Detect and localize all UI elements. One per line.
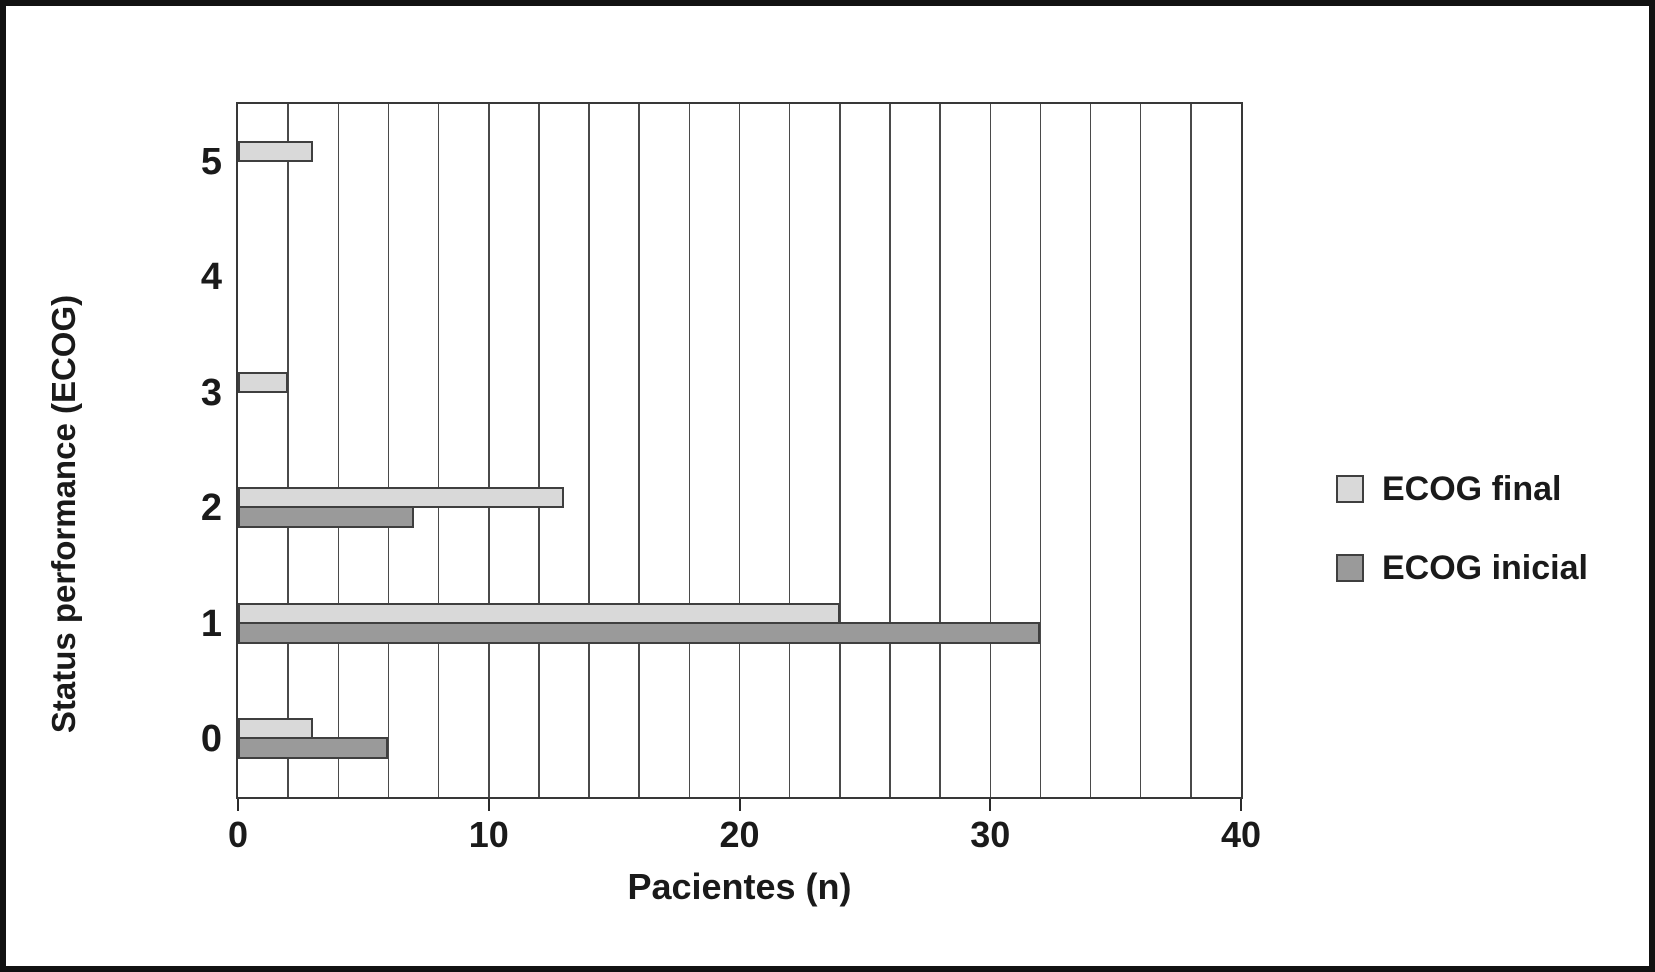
x-tick-30 <box>989 799 992 811</box>
legend-item-ecog-inicial: ECOG inicial <box>1336 545 1588 591</box>
gridline <box>488 104 490 797</box>
x-axis-title: Pacientes (n) <box>627 866 852 907</box>
gridline <box>538 104 540 797</box>
bar-ecog-final-cat2 <box>238 487 564 509</box>
y-tick-label-0: 0 <box>200 718 222 761</box>
bar-ecog-inicial-cat1 <box>238 621 1041 644</box>
gridline <box>989 104 991 797</box>
x-tick-label-0: 0 <box>227 814 249 855</box>
x-tick-label-30: 30 <box>970 814 1011 855</box>
gridline <box>1190 104 1192 797</box>
x-tick-40 <box>1240 799 1242 811</box>
bar-ecog-final-cat1 <box>238 602 840 624</box>
y-tick-label-3: 3 <box>200 371 222 414</box>
x-tick-label-10: 10 <box>468 814 509 855</box>
gridline <box>437 104 440 797</box>
plot-area <box>236 102 1243 799</box>
x-tick-10 <box>487 799 490 811</box>
y-tick-label-4: 4 <box>200 256 222 299</box>
bar-ecog-final-cat0 <box>238 718 314 740</box>
legend-swatch-ecog-inicial <box>1336 554 1364 582</box>
gridline <box>788 104 791 797</box>
x-tick-label-40: 40 <box>1220 814 1262 855</box>
y-tick-label-2: 2 <box>200 487 222 530</box>
legend-label-ecog-final: ECOG final <box>1382 469 1562 508</box>
gridline <box>839 104 841 797</box>
x-tick-20 <box>738 799 741 811</box>
gridline <box>387 104 390 797</box>
legend-swatch-ecog-final <box>1336 475 1364 503</box>
y-axis-title-text: Status performance (ECOG) <box>45 294 82 734</box>
gridline <box>1139 104 1142 797</box>
gridline <box>588 104 590 797</box>
bar-ecog-final-cat3 <box>238 371 289 393</box>
gridline <box>889 104 891 797</box>
gridline <box>337 104 340 797</box>
legend-label-ecog-inicial: ECOG inicial <box>1382 548 1588 587</box>
gridline <box>688 104 691 797</box>
y-tick-label-5: 5 <box>200 140 222 183</box>
bar-ecog-inicial-cat0 <box>238 737 389 760</box>
gridline <box>638 104 640 797</box>
legend: ECOG final ECOG inicial <box>1336 466 1588 624</box>
y-tick-label-1: 1 <box>200 602 222 645</box>
gridline <box>287 104 289 797</box>
gridline <box>1089 104 1092 797</box>
x-tick-0 <box>237 799 239 811</box>
gridline <box>1039 104 1042 797</box>
bar-ecog-inicial-cat2 <box>238 506 414 529</box>
gridline <box>738 104 741 797</box>
x-tick-label-20: 20 <box>719 814 760 855</box>
gridline <box>939 104 941 797</box>
legend-item-ecog-final: ECOG final <box>1336 466 1588 512</box>
bar-ecog-final-cat5 <box>238 140 314 162</box>
